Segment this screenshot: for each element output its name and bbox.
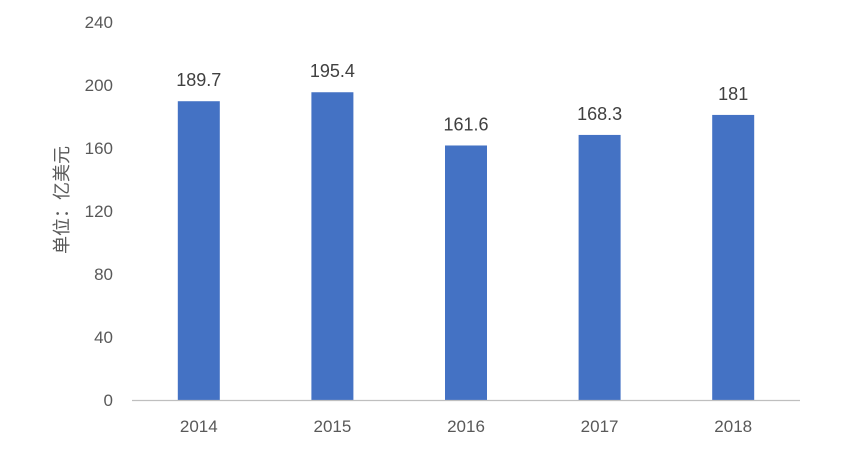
data-labels: 189.7 195.4 161.6 168.3 181 — [176, 61, 748, 134]
x-tick-label-2016: 2016 — [447, 417, 485, 436]
y-tick-label: 240 — [85, 13, 113, 32]
data-label-2015: 195.4 — [310, 61, 355, 81]
bar-2014 — [177, 101, 220, 400]
bar-2018 — [712, 114, 755, 401]
y-tick-label: 80 — [94, 265, 113, 284]
bars — [177, 92, 755, 401]
data-label-2016: 161.6 — [443, 114, 488, 134]
bar-2015 — [311, 92, 354, 401]
y-tick-label: 120 — [85, 202, 113, 221]
x-tick-label-2015: 2015 — [313, 417, 351, 436]
y-axis-ticks: 0 40 80 120 160 200 240 — [85, 13, 113, 410]
y-tick-label: 40 — [94, 328, 113, 347]
bar-2016 — [445, 145, 487, 400]
data-label-2017: 168.3 — [577, 104, 622, 124]
y-tick-label: 0 — [104, 391, 113, 410]
y-tick-label: 200 — [85, 76, 113, 95]
data-label-2018: 181 — [718, 84, 748, 104]
x-axis-ticks: 2014 2015 2016 2017 2018 — [180, 417, 752, 436]
y-axis-title-group: 单位：亿美元 — [52, 146, 73, 254]
data-label-2014: 189.7 — [176, 70, 221, 90]
bar-2017 — [578, 134, 621, 401]
y-axis-title: 单位：亿美元 — [52, 146, 73, 254]
y-tick-label: 160 — [85, 139, 113, 158]
x-tick-label-2017: 2017 — [581, 417, 619, 436]
x-tick-label-2018: 2018 — [714, 417, 752, 436]
x-tick-label-2014: 2014 — [180, 417, 218, 436]
